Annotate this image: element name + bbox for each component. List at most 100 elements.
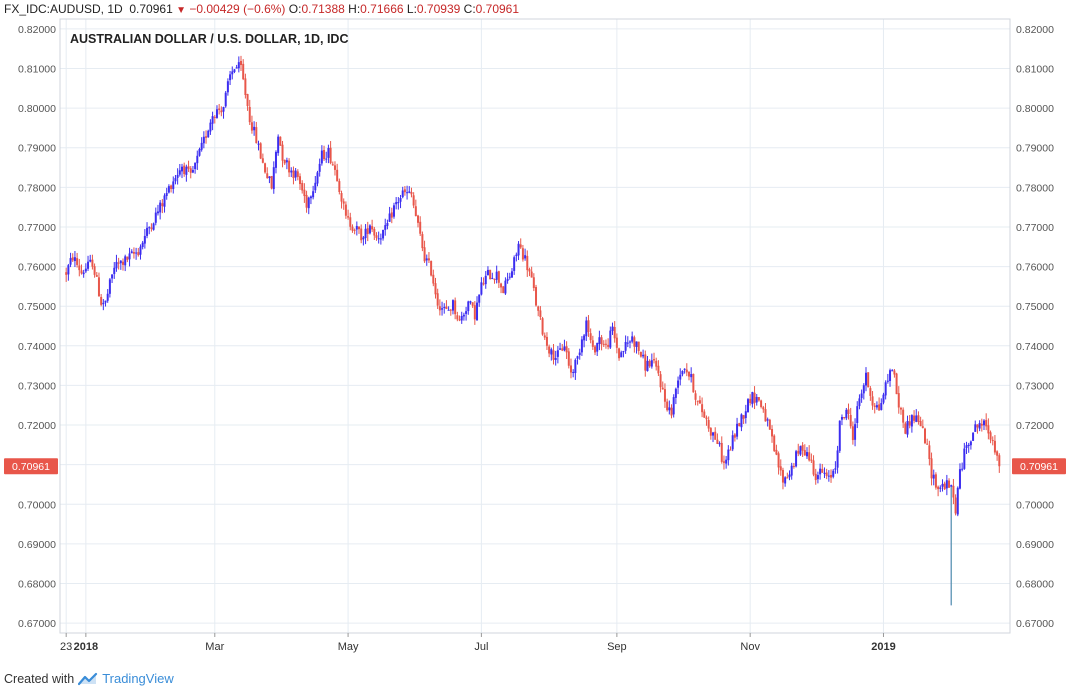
candle-body [449,309,452,311]
candle-body [993,440,996,453]
candle-body [795,451,798,467]
candle-body [847,409,850,415]
candle-body [82,272,85,275]
candle-body [178,170,181,175]
candle-body [598,337,601,345]
candle-body [781,469,784,483]
x-tick-label: 2019 [871,641,895,653]
candle-body [628,341,631,343]
candle-body [681,370,684,375]
y-tick-label-right: 0.76000 [1016,262,1054,274]
candle-body [259,143,262,159]
candle-body [550,349,553,355]
candle-body [218,108,221,111]
candle-body [635,341,638,347]
y-axis-right[interactable]: 0.82000 0.81000 0.80000 0.79000 0.78000 0.770… [1016,24,1054,630]
y-tick-label-left: 0.76000 [18,262,56,274]
candle-body [148,227,151,229]
candle-body [882,394,885,403]
candle-body [288,160,291,173]
candle-body [159,202,162,213]
candle-body [926,443,929,445]
candle-body [618,348,621,359]
candle-body [749,398,752,404]
candle-body [698,400,701,404]
candle-body [921,426,924,428]
candle-body [200,142,203,150]
candle-body [580,339,583,353]
candle-body [406,192,409,194]
candle-body [248,106,251,123]
candle-body [941,483,944,487]
candle-body [808,452,811,461]
candle-body [816,475,819,480]
candle-body [937,486,940,490]
candle-body [244,78,247,95]
candle-body [443,306,446,308]
candle-body [419,221,422,234]
candle-body [840,417,843,420]
candle-body [126,256,129,260]
candle-body [76,258,79,265]
candle-body [336,169,339,182]
candle-body [412,195,415,206]
tradingview-logo-icon[interactable] [78,672,98,686]
candle-body [552,350,555,360]
candle-body [585,320,588,337]
candle-body [886,380,889,382]
candle-body [430,260,433,276]
candle-body [889,370,892,381]
candle-body [91,259,94,267]
candle-body [89,259,92,262]
candle-body [567,351,570,366]
candle-body [705,417,708,420]
candle-body [733,434,736,438]
candle-body [261,158,264,163]
candle-body [897,393,900,408]
candle-body [687,371,690,377]
candle-body [768,419,771,430]
candle-body [910,415,913,427]
candle-body [854,424,857,440]
candle-body [620,352,623,358]
candle-body [948,480,951,488]
candle-body [349,217,352,227]
candle-body [119,260,122,264]
candle-body [902,409,905,423]
candle-body [642,354,645,357]
candle-body [849,414,852,427]
candle-body [648,360,651,367]
candle-body [465,311,468,314]
candle-body [191,170,194,173]
candle-body [790,465,793,476]
candle-body [878,404,881,411]
x-axis[interactable]: 23 2018 Mar May Jul Sep Nov 2019 [60,633,896,653]
candle-body [725,459,728,464]
candle-body [375,235,378,238]
candle-body [777,453,780,468]
candle-body [919,420,922,427]
symbol-label[interactable]: FX_IDC:AUDUSD, 1D [4,2,123,16]
x-tick-label: May [338,641,359,653]
candle-body [559,348,562,350]
candle-body [250,122,253,131]
candle-body [382,229,385,239]
candle-body [414,206,417,217]
candle-body [423,247,426,262]
candle-body [858,398,861,407]
candle-body [650,360,653,367]
candle-body [497,271,500,283]
candle-body [318,163,321,172]
symbol-header: FX_IDC:AUDUSD, 1D 0.70961 ▼ −0.00429 (−0… [4,1,519,17]
candle-body [344,204,347,216]
candle-body [998,455,1001,467]
candle-body [554,358,557,360]
candle-body [856,406,859,423]
candle-body [541,318,544,335]
candle-body [102,302,105,305]
candle-body [996,451,999,456]
open-label: O: [288,2,302,16]
tradingview-brand[interactable]: TradingView [102,671,174,686]
y-tick-label-left: 0.67000 [18,618,56,630]
